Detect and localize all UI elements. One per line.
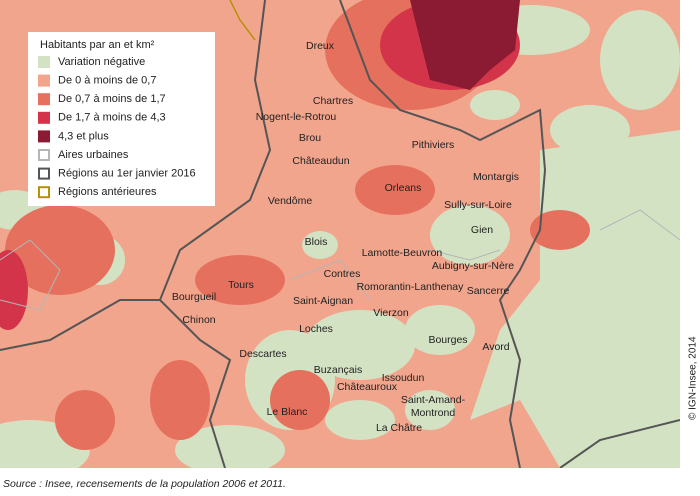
city-label: Buzançais — [314, 364, 362, 376]
city-label: Blois — [305, 236, 328, 248]
city-label: Gien — [471, 224, 493, 236]
city-label: Châteaudun — [292, 155, 349, 167]
city-label: Orleans — [385, 182, 422, 194]
city-label: Loches — [299, 323, 333, 335]
city-label: Montargis — [473, 171, 519, 183]
city-labels: Dreux Chartres Nogent-le-Rotrou Brou Pithivi… — [172, 40, 519, 434]
legend-label: De 0,7 à moins de 1,7 — [58, 93, 166, 105]
legend-title: Habitants par an et km² — [40, 39, 155, 51]
city-label: Bourges — [428, 334, 467, 346]
legend-label: Variation négative — [58, 56, 145, 68]
legend-swatch — [38, 130, 50, 143]
copyright: © IGN-Insee, 2014 — [688, 336, 699, 420]
legend-swatch — [38, 93, 50, 106]
city-label: Issoudun — [382, 372, 425, 384]
city-label: Contres — [324, 268, 361, 280]
city-label: Nogent-le-Rotrou — [256, 111, 337, 123]
city-label: Vierzon — [373, 307, 409, 319]
legend-swatch — [38, 186, 50, 199]
city-label: Bourgueil — [172, 291, 216, 303]
legend-box — [28, 32, 215, 206]
legend-label: Aires urbaines — [58, 149, 129, 161]
city-label: Tours — [228, 279, 254, 291]
city-label: Châteauroux — [337, 381, 398, 393]
city-label: Chartres — [313, 95, 353, 107]
city-label: Chinon — [182, 314, 215, 326]
city-label: Brou — [299, 132, 321, 144]
city-label: Vendôme — [268, 195, 313, 207]
city-label: Pithiviers — [412, 139, 455, 151]
city-label: Montrond — [411, 407, 456, 419]
city-label: Le Blanc — [267, 406, 308, 418]
city-label: Saint-Aignan — [293, 295, 353, 307]
city-label: Sully-sur-Loire — [444, 199, 512, 211]
city-label: Avord — [482, 341, 509, 353]
legend-swatch — [38, 56, 50, 68]
legend-swatch — [38, 149, 50, 161]
city-label: Lamotte-Beuvron — [362, 247, 443, 259]
legend-label: Régions antérieures — [58, 186, 157, 198]
legend-label: De 0 à moins de 0,7 — [58, 75, 156, 87]
city-label: Romorantin-Lanthenay — [357, 281, 465, 293]
legend-label: De 1,7 à moins de 4,3 — [58, 112, 166, 124]
city-label: Descartes — [239, 348, 286, 360]
legend-label: Régions au 1er janvier 2016 — [58, 168, 196, 180]
city-label: Dreux — [306, 40, 335, 52]
city-label: Saint-Amand- — [401, 394, 466, 406]
map-area — [0, 0, 680, 468]
city-label: La Châtre — [376, 422, 422, 434]
legend-label: 4,3 et plus — [58, 130, 109, 142]
source: Source : Insee, recensements de la popul… — [3, 478, 286, 490]
legend-swatch — [38, 74, 50, 87]
legend-swatch — [38, 167, 50, 180]
legend: Habitants par an et km² Variation négati… — [28, 32, 215, 206]
city-label: Aubigny-sur-Nère — [432, 260, 514, 272]
legend-swatch — [38, 111, 50, 124]
city-label: Sancerre — [467, 285, 510, 297]
